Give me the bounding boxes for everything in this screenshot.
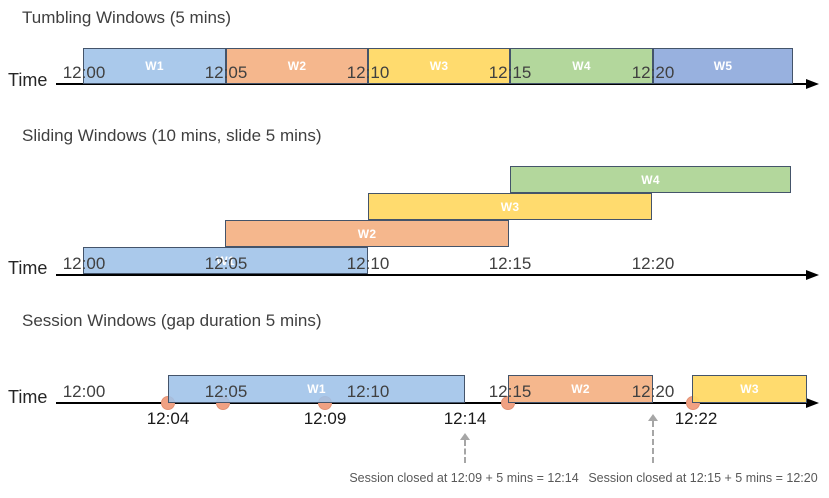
window-label: W4 — [572, 59, 591, 73]
session-close-arrow-icon — [648, 414, 658, 421]
tick-label: 12:00 — [62, 382, 106, 401]
window-box-tumbling-w3: W3 — [368, 48, 510, 84]
tick-label: 12:10 — [346, 382, 390, 401]
session-close-arrow-icon — [460, 433, 470, 440]
window-box-tumbling-w5: W5 — [653, 48, 793, 84]
axis-arrowhead-icon — [806, 398, 819, 408]
event-time-label: 12:14 — [443, 409, 487, 428]
window-label: W2 — [571, 382, 590, 396]
session-close-annotation: Session closed at 12:09 + 5 mins = 12:14 — [349, 471, 579, 485]
window-box-sliding-w1: W1 — [83, 247, 368, 274]
session-close-arrow-line — [652, 421, 654, 463]
window-box-sliding-w3: W3 — [368, 193, 652, 220]
window-box-tumbling-w2: W2 — [226, 48, 368, 84]
section-title-sliding: Sliding Windows (10 mins, slide 5 mins) — [22, 126, 322, 145]
section-title-tumbling: Tumbling Windows (5 mins) — [22, 8, 232, 27]
tick-label: 12:20 — [631, 382, 675, 401]
tick-label: 12:05 — [204, 254, 248, 273]
event-time-label: 12:22 — [674, 409, 718, 428]
window-label: W5 — [713, 59, 733, 73]
tick-label: 12:15 — [488, 254, 532, 273]
tick-label: 12:20 — [631, 254, 675, 273]
window-box-session-w3: W3 — [692, 375, 807, 403]
window-label: W2 — [287, 59, 307, 73]
time-axis-label: Time — [8, 258, 48, 278]
window-label: W3 — [740, 382, 759, 396]
window-label: W1 — [216, 253, 235, 268]
session-close-arrow-line — [464, 440, 466, 463]
window-label: W2 — [357, 226, 377, 241]
tick-label: 12:15 — [488, 63, 532, 82]
time-axis — [56, 402, 806, 404]
window-box-sliding-w2: W2 — [225, 220, 509, 247]
axis-arrowhead-icon — [806, 270, 819, 280]
window-label: W1 — [307, 382, 326, 396]
event-time-label: 12:09 — [303, 409, 347, 428]
event-time-label: 12:04 — [146, 409, 190, 428]
tick-label: 12:05 — [204, 63, 248, 82]
window-box-session-w2: W2 — [508, 375, 653, 403]
tick-label: 12:10 — [346, 254, 390, 273]
time-axis-label: Time — [8, 70, 48, 90]
window-label: W1 — [145, 59, 164, 73]
window-box-sliding-w4: W4 — [510, 166, 791, 193]
window-box-tumbling-w4: W4 — [510, 48, 653, 84]
tick-label: 12:10 — [346, 63, 390, 82]
time-axis-label: Time — [8, 387, 48, 407]
tick-label: 12:20 — [631, 63, 675, 82]
time-axis — [56, 83, 806, 85]
tick-label: 12:00 — [62, 63, 106, 82]
window-label: W3 — [500, 199, 520, 214]
time-axis — [56, 274, 806, 276]
window-label: W3 — [429, 59, 449, 73]
axis-arrowhead-icon — [806, 79, 819, 89]
tick-label: 12:00 — [62, 254, 106, 273]
tick-label: 12:15 — [488, 382, 532, 401]
window-label: W4 — [641, 172, 660, 187]
session-close-annotation: Session closed at 12:15 + 5 mins = 12:20 — [588, 471, 818, 485]
window-box-tumbling-w1: W1 — [83, 48, 226, 84]
tick-label: 12:05 — [204, 382, 248, 401]
section-title-session: Session Windows (gap duration 5 mins) — [22, 311, 322, 330]
window-box-session-w1: W1 — [168, 375, 465, 403]
